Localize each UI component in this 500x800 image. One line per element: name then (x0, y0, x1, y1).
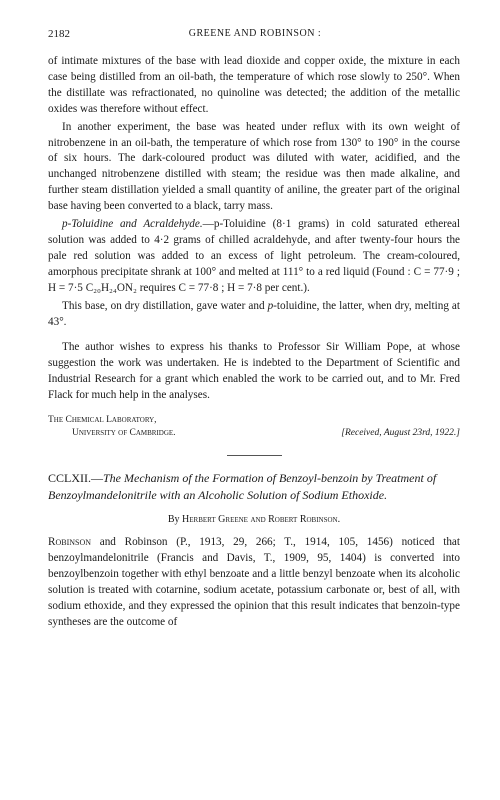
author-names: Herbert Greene and Robert Robinson. (182, 514, 340, 525)
page: 2182 GREENE AND ROBINSON : of intimate m… (0, 0, 500, 653)
article-number: CCLXII.— (48, 471, 103, 485)
paragraph-text: and Robinson (P., 1913, 29, 266; T., 191… (48, 536, 460, 628)
paragraph-text: This base, on dry distillation, gave wat… (62, 300, 268, 312)
section-divider (227, 455, 282, 456)
running-head: GREENE AND ROBINSON : (189, 28, 321, 40)
paragraph: This base, on dry distillation, gave wat… (48, 299, 460, 331)
page-number: 2182 (48, 28, 70, 40)
header-spacer (440, 28, 460, 40)
paragraph: p-Toluidine and Acraldehyde.—p-Toluidine… (48, 217, 460, 297)
lead-word: Robinson (48, 536, 91, 548)
affil-line: University of Cambridge. (48, 427, 176, 440)
affiliation-block: The Chemical Laboratory, University of C… (48, 414, 460, 441)
affil-line: The Chemical Laboratory, (48, 414, 176, 427)
date-text: [Received, August 23rd, 1922.] (341, 427, 460, 440)
title-text: The Mechanism of the Formation of Benzoy… (48, 471, 436, 502)
paragraph: In another experiment, the base was heat… (48, 120, 460, 215)
page-header: 2182 GREENE AND ROBINSON : (48, 28, 460, 40)
affiliation: The Chemical Laboratory, University of C… (48, 414, 176, 441)
paragraph: Robinson and Robinson (P., 1913, 29, 266… (48, 535, 460, 630)
paragraph-continuation: of intimate mixtures of the base with le… (48, 54, 460, 118)
run-in-heading: p-Toluidine and Acraldehyde. (62, 218, 203, 230)
acknowledgements: The author wishes to express his thanks … (48, 340, 460, 404)
byline: By Herbert Greene and Robert Robinson. (48, 514, 460, 525)
article-title: CCLXII.—The Mechanism of the Formation o… (48, 470, 460, 505)
received-date: [Received, August 23rd, 1922.] (341, 414, 460, 441)
by-label: By (168, 514, 182, 525)
